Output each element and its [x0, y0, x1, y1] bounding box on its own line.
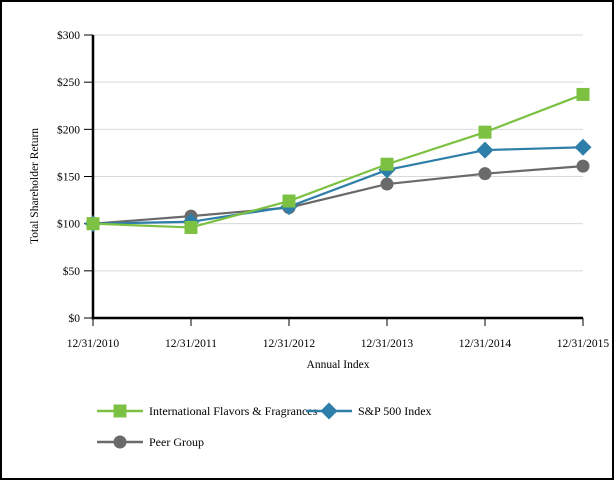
- y-tick-label: $150: [57, 171, 80, 184]
- marker-iff: [478, 125, 492, 139]
- marker-iff: [86, 217, 100, 231]
- y-tick-label: $250: [57, 76, 80, 89]
- y-tick-label: $0: [69, 312, 81, 325]
- marker-sp500: [574, 138, 592, 156]
- plot-area: $0 $50 $100 $150 $200 $250 $300 12/31/2010 12/31…: [57, 29, 609, 350]
- x-tick-label: 12/31/2012: [263, 338, 316, 350]
- legend-label-sp500: S&P 500 Index: [358, 404, 432, 418]
- y-tick-label: $100: [57, 218, 80, 231]
- x-tick-label: 12/31/2010: [67, 338, 120, 350]
- marker-peer: [380, 177, 394, 191]
- legend-circle-marker-icon: [113, 435, 127, 449]
- y-tick-label: $50: [63, 265, 81, 278]
- marker-peer: [478, 167, 492, 181]
- legend-diamond-marker-icon: [320, 402, 338, 420]
- series-line-sp500: [92, 146, 584, 225]
- legend-square-marker-icon: [113, 404, 127, 418]
- marker-sp500: [476, 141, 494, 159]
- series-line-iff: [92, 93, 584, 229]
- y-tick-label: $200: [57, 123, 80, 136]
- total-shareholder-return-chart: $0 $50 $100 $150 $200 $250 $300 12/31/2010 12/31…: [29, 29, 609, 449]
- legend-label-peer: Peer Group: [149, 435, 204, 449]
- x-tick-label: 12/31/2014: [459, 338, 512, 350]
- marker-peer: [576, 159, 590, 173]
- y-axis-title: Total Shareholder Return: [29, 128, 41, 244]
- x-tick-label: 12/31/2013: [361, 338, 414, 350]
- y-tick-label: $300: [57, 29, 80, 42]
- series-line-peer: [92, 165, 584, 225]
- marker-iff: [282, 194, 296, 208]
- legend-item-iff: International Flavors & Fragrances: [97, 404, 318, 418]
- legend-item-sp500: S&P 500 Index: [306, 402, 432, 420]
- marker-iff: [576, 87, 590, 101]
- x-axis-title: Annual Index: [307, 359, 370, 371]
- x-tick-label: 12/31/2015: [557, 338, 610, 350]
- x-tick-label: 12/31/2011: [165, 338, 217, 350]
- marker-iff: [380, 157, 394, 171]
- legend-item-peer: Peer Group: [97, 435, 204, 449]
- marker-iff: [184, 220, 198, 234]
- legend: International Flavors & Fragrances S&P 5…: [97, 402, 432, 449]
- legend-label-iff: International Flavors & Fragrances: [149, 404, 318, 418]
